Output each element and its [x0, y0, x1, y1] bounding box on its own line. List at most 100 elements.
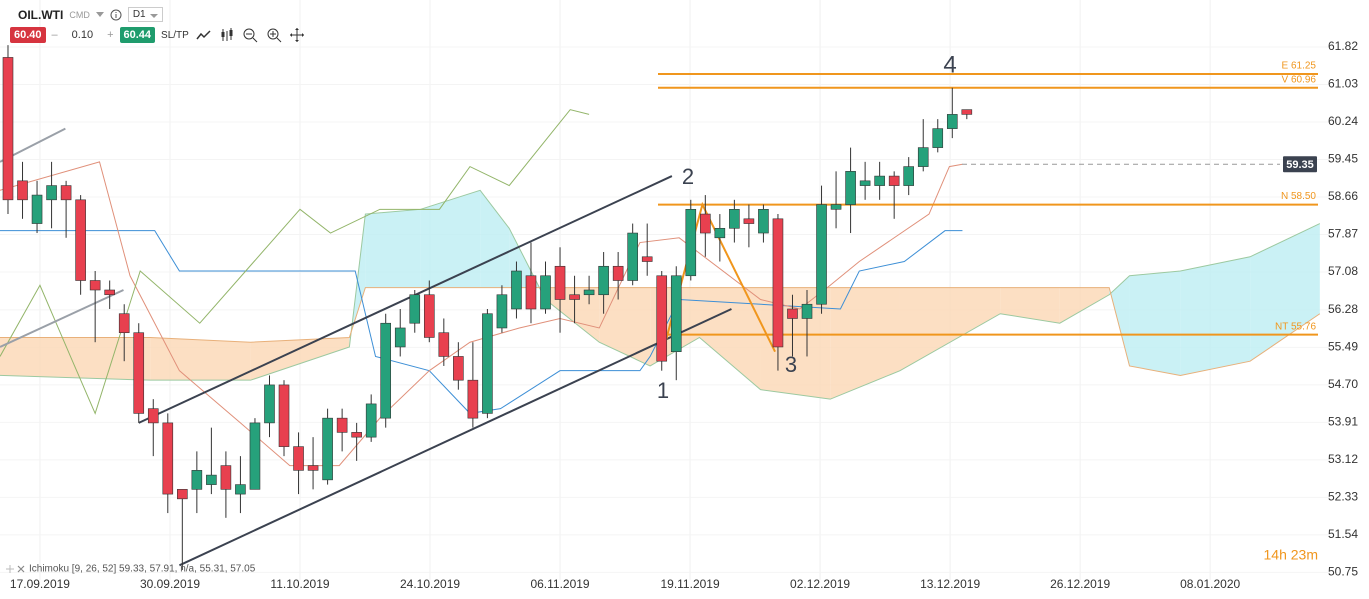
x-tick-label: 24.10.2019: [400, 577, 460, 591]
wave-label: 2: [682, 164, 694, 189]
candle-body: [380, 322, 392, 419]
candle-body: [177, 489, 188, 500]
cloud-segment: [1059, 287, 1110, 324]
order-row: 60.40 – 0.10 + 60.44 SL/TP: [10, 27, 325, 43]
cloud-segment: [699, 287, 761, 390]
plus[interactable]: +: [107, 29, 114, 41]
y-tick-label: 53.91: [1328, 415, 1358, 429]
indicator-line: [0, 230, 963, 414]
market[interactable]: CMD: [69, 9, 90, 20]
x-tick-label: 17.09.2019: [10, 577, 70, 591]
candle-body: [409, 294, 421, 324]
candle-tool[interactable]: [221, 28, 233, 41]
cloud-segment: [599, 287, 651, 366]
info-icon[interactable]: [110, 9, 122, 21]
minus[interactable]: –: [51, 29, 58, 41]
candle-body: [191, 470, 203, 490]
candle-body: [917, 147, 929, 167]
x-tick-label: 30.09.2019: [140, 577, 200, 591]
candle-body: [264, 384, 275, 424]
candle-body: [961, 109, 973, 115]
indicator-settings-icon: [6, 565, 14, 573]
candle-body: [758, 209, 769, 234]
cloud-segment: [1000, 287, 1060, 324]
candle-body: [278, 384, 290, 447]
zoom-in[interactable]: [267, 28, 282, 43]
x-tick-label: 13.12.2019: [920, 577, 980, 591]
y-tick-label: 61.03: [1328, 77, 1358, 91]
candle-body: [511, 270, 522, 310]
market-caret: [95, 11, 104, 17]
candle-body: [438, 332, 450, 357]
x-tick-label: 02.12.2019: [790, 577, 850, 591]
candle-body: [118, 313, 130, 334]
candle-body: [787, 308, 798, 319]
interval-dropdown[interactable]: D1: [127, 7, 163, 22]
candle-body: [554, 265, 566, 300]
cloud-segment: [1250, 223, 1320, 362]
y-tick-label: 61.82: [1328, 39, 1358, 53]
trendline: [0, 289, 124, 348]
candle-body: [17, 180, 28, 201]
candle-body: [700, 213, 711, 234]
candle-body: [874, 175, 885, 186]
x-tick-label: 26.12.2019: [1050, 577, 1110, 591]
crosshair[interactable]: [289, 28, 304, 42]
cloud-segment: [830, 287, 900, 400]
candle-body: [322, 417, 333, 481]
sltp[interactable]: SL/TP: [161, 29, 189, 41]
fib-level-label: E 61.25: [1282, 61, 1317, 72]
candle-body: [336, 417, 348, 433]
buy-price[interactable]: 60.44: [119, 27, 156, 43]
candle-body: [423, 294, 435, 338]
x-tick-label: 08.01.2020: [1180, 577, 1240, 591]
wave-label: 3: [785, 352, 797, 377]
y-tick-label: 51.54: [1328, 527, 1358, 541]
indicator-line: [0, 109, 590, 415]
candle-body: [641, 256, 653, 262]
candle-body: [31, 194, 43, 224]
fib-level-label: V 60.96: [1282, 74, 1317, 85]
y-tick-label: 60.24: [1328, 114, 1358, 128]
fib-level-label: NT 55.76: [1275, 321, 1316, 332]
candle-body: [89, 280, 101, 291]
cloud-segment: [0, 337, 151, 381]
candle-body: [220, 465, 232, 490]
cloud-segment: [1180, 256, 1251, 376]
wave-label: 4: [943, 51, 956, 78]
zoom-out[interactable]: [243, 28, 258, 43]
candle-body: [670, 275, 682, 353]
volume[interactable]: 0.10: [71, 29, 94, 41]
indicator-close-icon: [17, 565, 25, 573]
timer: 14h 23m: [1264, 547, 1318, 563]
candle-body: [729, 209, 740, 229]
cloud-segment: [420, 190, 481, 288]
candle-body: [525, 275, 537, 310]
candle-body: [801, 303, 813, 319]
candle-body: [307, 465, 319, 471]
candle-body: [946, 114, 958, 129]
candle-body: [394, 327, 406, 348]
candle-body: [2, 57, 14, 201]
candle-body: [656, 275, 668, 362]
candle-body: [743, 218, 755, 224]
y-tick-label: 57.87: [1328, 227, 1358, 241]
candle-body: [932, 128, 944, 148]
sell-price[interactable]: 60.40: [10, 27, 46, 43]
y-tick-label: 57.08: [1328, 264, 1358, 278]
y-tick-label: 55.49: [1328, 340, 1358, 354]
candle-body: [365, 403, 377, 438]
candle-body: [569, 294, 580, 300]
candle-body: [612, 265, 624, 281]
y-tick-label: 58.66: [1328, 189, 1358, 203]
line-tool[interactable]: [196, 30, 211, 40]
candle-body: [75, 199, 86, 281]
symbol[interactable]: OIL.WTI: [18, 7, 64, 22]
candle-body: [859, 180, 871, 186]
cloud-segment: [150, 337, 251, 381]
candle-body: [888, 175, 900, 186]
trendline: [138, 175, 673, 424]
cloud-segment: [1129, 271, 1181, 376]
